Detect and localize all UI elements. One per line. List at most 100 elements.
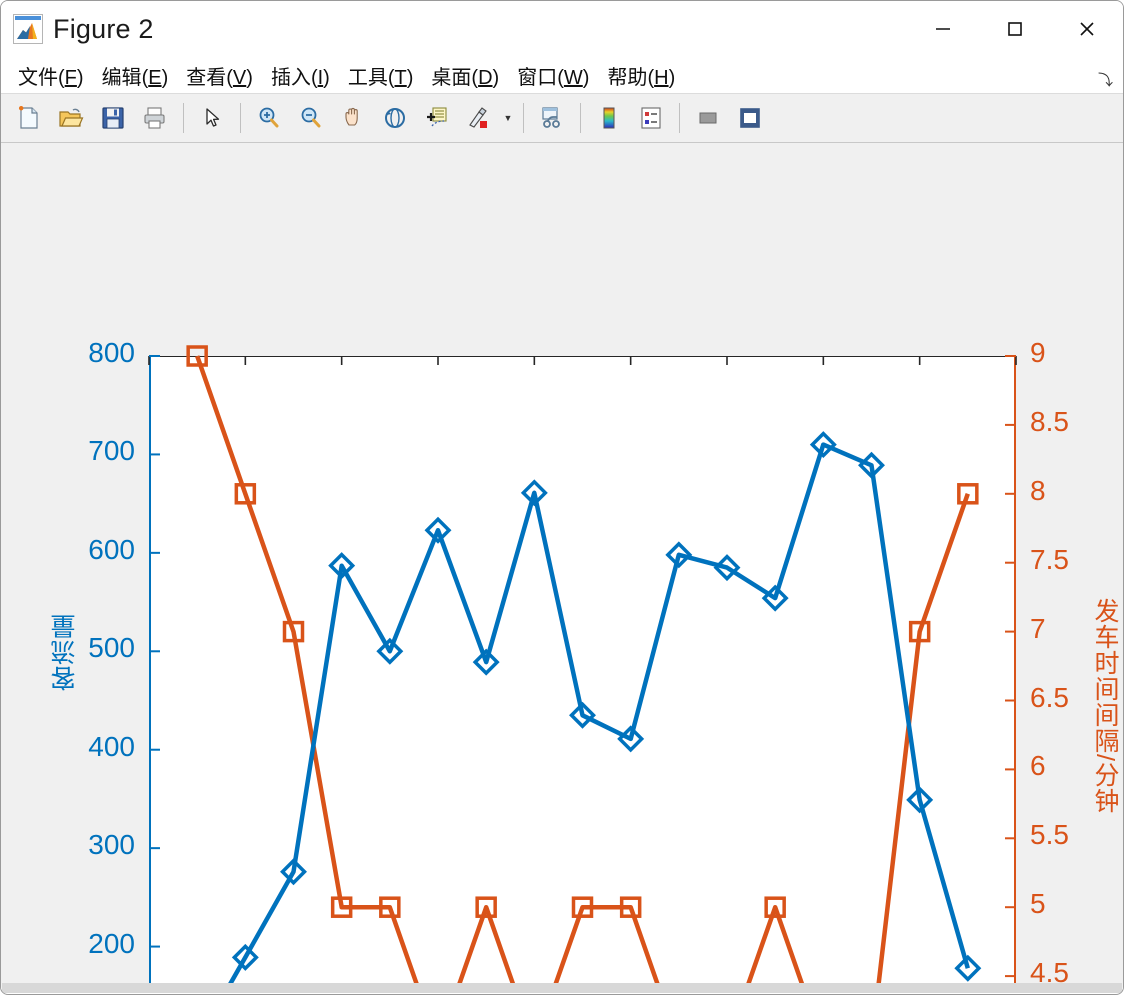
menu-accel-file: F (64, 66, 77, 89)
colorbar-icon[interactable] (589, 98, 629, 138)
menu-item-help[interactable]: 帮助(H) (607, 66, 676, 89)
menu-item-desktop[interactable]: 桌面(D) (431, 66, 500, 89)
figure-toolbar: ▼ (1, 93, 1123, 143)
menu-accel-insert: I (317, 66, 324, 89)
rotate-3d-icon[interactable] (375, 98, 415, 138)
zoom-out-icon[interactable] (291, 98, 331, 138)
zoom-in-icon[interactable] (249, 98, 289, 138)
y-axis-right-tick: 5.5 (1030, 819, 1069, 851)
pan-icon[interactable] (333, 98, 373, 138)
menu-accel-view: V (232, 66, 247, 89)
data-point-marker (328, 552, 356, 580)
data-point-marker (475, 896, 497, 918)
data-point-marker (234, 483, 257, 505)
series-line-departure-interval (195, 355, 970, 988)
y-axis-left-tick: 800 (88, 337, 135, 368)
data-point-marker (665, 541, 693, 569)
data-point-marker (713, 554, 741, 582)
left-axis-spine (149, 356, 151, 988)
title-bar: Figure 2 (1, 1, 1123, 57)
menu-accel-edit: E (148, 66, 162, 89)
data-point-marker (809, 431, 837, 459)
y-axis-right-tick: 7.5 (1030, 543, 1069, 575)
y-axis-left-tick: 500 (88, 632, 135, 664)
menu-label-insert: 插入 (270, 66, 311, 89)
menu-accel-window: W (563, 66, 583, 89)
window-title: Figure 2 (53, 13, 154, 44)
data-point-marker (858, 451, 885, 479)
y-axis-right-label: 发车时间间隔/分钟 (1091, 598, 1119, 814)
menu-label-window: 窗口 (517, 66, 558, 89)
print-figure-icon[interactable] (135, 98, 175, 138)
series-markers-passenger-flow (231, 431, 982, 982)
data-point-marker (280, 858, 307, 886)
maximize-button[interactable] (979, 1, 1051, 57)
link-plot-icon[interactable] (532, 98, 572, 138)
data-point-marker (282, 620, 305, 643)
status-bar (2, 983, 1122, 993)
hide-plot-tools-icon[interactable] (688, 98, 728, 138)
show-plot-tools-icon[interactable] (730, 98, 770, 138)
brush-icon[interactable] (459, 98, 499, 138)
close-button[interactable] (1051, 1, 1123, 57)
y-axis-right-tick: 9 (1030, 337, 1046, 368)
chart-plot-area (148, 345, 1017, 988)
toolbar-separator (580, 103, 581, 133)
axis-ticks (148, 355, 1017, 978)
y-axis-right-tick: 6 (1030, 750, 1046, 782)
menu-label-tools: 工具 (347, 66, 388, 89)
y-axis-right-tick: 7 (1030, 612, 1046, 644)
menu-item-window[interactable]: 窗口(W) (517, 66, 590, 89)
data-point-marker (571, 896, 594, 918)
data-point-marker (761, 584, 789, 612)
data-cursor-icon[interactable] (417, 98, 457, 138)
menu-label-edit: 编辑 (101, 66, 142, 89)
y-axis-right-tick: 8.5 (1030, 405, 1069, 437)
data-point-marker (954, 954, 982, 982)
minimize-button[interactable] (907, 1, 979, 57)
data-point-marker (764, 896, 786, 918)
menu-label-file: 文件 (18, 66, 58, 89)
menu-label-help: 帮助 (607, 66, 648, 89)
data-point-marker (424, 516, 452, 544)
new-figure-icon[interactable] (9, 98, 49, 138)
data-point-marker (520, 479, 548, 507)
menu-expand-icon[interactable]: ⤵ (1097, 72, 1113, 89)
data-point-marker (569, 701, 596, 729)
data-point-marker (231, 943, 259, 971)
data-point-marker (376, 637, 404, 665)
menu-bar: 文件(F) 编辑(E) 查看(V) 插入(I) 工具(T) 桌面(D) 窗口(W… (1, 57, 1123, 93)
y-axis-right-tick: 5 (1030, 888, 1046, 920)
toolbar-separator (240, 103, 241, 133)
series-line-passenger-flow (225, 442, 970, 988)
menu-item-insert[interactable]: 插入(I) (270, 66, 330, 89)
menu-accel-desktop: D (478, 66, 493, 89)
window-controls (907, 1, 1123, 57)
menu-item-file[interactable]: 文件(F) (18, 66, 84, 89)
right-axis-spine (1014, 356, 1016, 988)
y-axis-right-tick: 8 (1030, 474, 1046, 506)
data-point-marker (957, 483, 979, 505)
y-axis-left-tick: 700 (88, 435, 135, 467)
save-figure-icon[interactable] (93, 98, 133, 138)
data-point-marker (906, 786, 934, 814)
menu-item-edit[interactable]: 编辑(E) (101, 66, 169, 89)
open-file-icon[interactable] (51, 98, 91, 138)
legend-icon[interactable] (631, 98, 671, 138)
data-point-marker (617, 725, 645, 753)
menu-accel-tools: T (394, 66, 407, 89)
figure-canvas[interactable]: 100200300400500600700800 44.555.566.577.… (1, 143, 1123, 988)
data-point-marker (330, 896, 353, 918)
data-point-marker (619, 896, 642, 918)
menu-item-view[interactable]: 查看(V) (186, 66, 253, 89)
brush-dropdown-caret[interactable]: ▼ (503, 113, 513, 123)
data-point-marker (379, 896, 401, 918)
data-point-marker (908, 620, 931, 643)
y-axis-right-tick: 4.5 (1030, 957, 1069, 988)
series-markers-departure-interval (186, 345, 979, 918)
matlab-figure-icon (13, 14, 43, 44)
pointer-icon[interactable] (192, 98, 232, 138)
menu-item-tools[interactable]: 工具(T) (347, 66, 414, 89)
toolbar-separator (183, 103, 184, 133)
menu-label-desktop: 桌面 (431, 66, 472, 89)
